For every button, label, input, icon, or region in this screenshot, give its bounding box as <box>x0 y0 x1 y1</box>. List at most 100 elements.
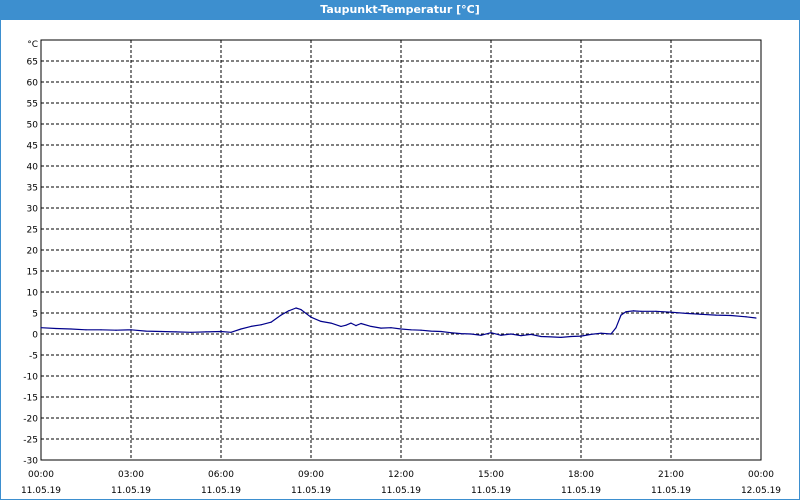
data-point <box>355 325 357 327</box>
y-tick-label: 15 <box>27 268 38 278</box>
data-point <box>300 309 302 311</box>
x-tick-date-label: 11.05.19 <box>111 486 151 496</box>
y-tick-label: -10 <box>23 373 38 383</box>
data-point <box>655 310 657 312</box>
data-point <box>160 330 162 333</box>
data-point <box>130 329 132 331</box>
data-point <box>55 327 57 330</box>
x-tick-date-label: 11.05.19 <box>651 486 691 496</box>
data-point <box>755 317 757 319</box>
x-tick-date-label: 11.05.19 <box>381 486 421 496</box>
data-point <box>580 335 582 337</box>
y-tick-label: -25 <box>23 436 38 446</box>
data-point <box>410 329 412 331</box>
data-point <box>460 332 462 335</box>
y-tick-label: 65 <box>27 58 38 68</box>
y-tick-label: 20 <box>27 247 39 257</box>
data-point <box>320 320 322 322</box>
y-axis-label: °C <box>27 40 38 50</box>
data-point <box>260 324 262 326</box>
data-point <box>420 329 422 331</box>
x-tick-time-label: 12:00 <box>388 470 414 480</box>
data-point <box>310 316 312 318</box>
y-tick-label: 55 <box>27 100 38 110</box>
data-point <box>295 307 297 309</box>
data-point <box>115 329 117 331</box>
data-point <box>287 310 290 312</box>
data-point <box>615 327 617 329</box>
data-point <box>345 324 347 326</box>
x-tick-date-label: 11.05.19 <box>471 486 511 496</box>
data-point <box>500 334 502 336</box>
data-point <box>700 313 702 315</box>
y-tick-label: 35 <box>27 184 38 194</box>
y-tick-label: -15 <box>23 394 38 404</box>
data-point <box>530 333 532 336</box>
data-point <box>340 325 342 328</box>
data-point <box>220 330 222 333</box>
data-point <box>670 311 672 313</box>
data-point <box>400 328 402 330</box>
data-point <box>380 327 382 329</box>
x-tick-time-label: 09:00 <box>298 470 324 480</box>
data-point <box>550 336 552 338</box>
dewpoint-series-line <box>40 307 757 338</box>
data-point <box>470 333 472 335</box>
data-point <box>620 314 622 316</box>
x-tick-time-label: 21:00 <box>658 470 684 480</box>
x-tick-date-label: 11.05.19 <box>201 486 241 496</box>
data-point <box>190 331 192 333</box>
data-point <box>510 333 512 335</box>
data-point <box>480 334 482 336</box>
y-tick-label: -5 <box>29 352 38 362</box>
data-point <box>350 322 352 324</box>
data-point <box>715 314 717 316</box>
data-point <box>145 330 147 332</box>
data-point <box>85 329 87 331</box>
x-tick-time-label: 06:00 <box>208 470 234 480</box>
data-point <box>600 332 602 334</box>
data-point <box>590 333 592 336</box>
data-point <box>330 322 332 324</box>
data-point <box>450 332 452 334</box>
x-tick-time-label: 15:00 <box>478 470 504 480</box>
data-point <box>490 332 492 334</box>
y-tick-label: 10 <box>27 289 39 299</box>
data-point <box>205 331 207 333</box>
data-point <box>250 325 252 328</box>
y-tick-label: 45 <box>27 142 38 152</box>
data-point <box>640 310 642 312</box>
x-tick-date-label: 12.05.19 <box>741 486 781 496</box>
x-tick-time-label: 18:00 <box>568 470 594 480</box>
y-tick-label: 5 <box>32 310 38 320</box>
y-tick-label: 60 <box>27 79 39 89</box>
data-point <box>430 330 432 332</box>
y-tick-label: 50 <box>27 121 39 131</box>
data-point <box>625 311 627 313</box>
data-point <box>70 328 72 330</box>
y-tick-label: 30 <box>27 205 39 215</box>
data-point <box>175 331 177 333</box>
data-point <box>685 312 687 315</box>
data-point <box>40 327 42 329</box>
data-point <box>570 335 572 338</box>
data-point <box>370 325 372 328</box>
data-point <box>610 333 612 335</box>
x-tick-date-label: 11.05.19 <box>291 486 331 496</box>
y-tick-label: 25 <box>27 226 38 236</box>
data-point <box>745 316 747 318</box>
x-tick-time-label: 03:00 <box>118 470 144 480</box>
data-point <box>280 314 282 316</box>
y-tick-label: -20 <box>23 415 38 425</box>
y-tick-label: -30 <box>23 457 38 467</box>
window-title: Taupunkt-Temperatur [°C] <box>1 0 799 20</box>
x-tick-date-label: 11.05.19 <box>21 486 61 496</box>
data-point <box>240 328 242 330</box>
data-point <box>390 327 392 329</box>
y-tick-label: 40 <box>27 163 39 173</box>
data-point <box>440 330 442 333</box>
data-point <box>632 310 635 312</box>
data-point <box>560 336 562 338</box>
